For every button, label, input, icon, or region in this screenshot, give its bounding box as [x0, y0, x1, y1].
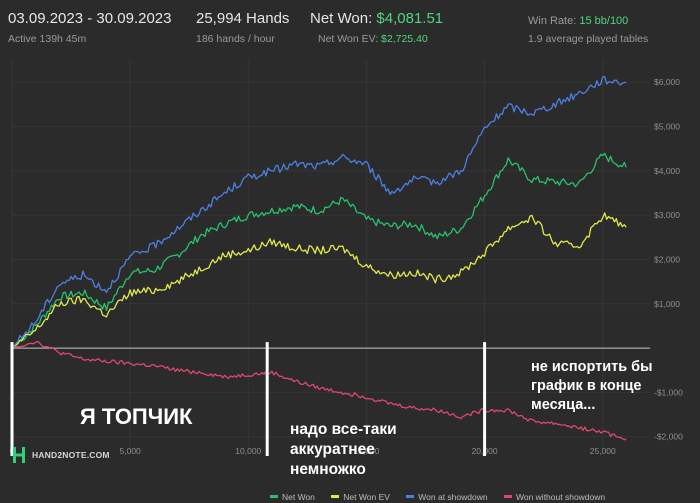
- date-range: 03.09.2023 - 30.09.2023: [8, 10, 172, 27]
- y-tick-label: -$1,000: [654, 387, 683, 397]
- legend-swatch-won-without-showdown: [503, 495, 512, 499]
- x-tick-label: 10,000: [235, 446, 261, 456]
- h2n-logo-icon: [13, 447, 25, 463]
- net-won-ev-line: [11, 212, 627, 349]
- x-tick-label: 5,000: [120, 446, 142, 456]
- legend-net-won: Net Won: [282, 492, 315, 502]
- hands-per-hour: 186 hands / hour: [196, 33, 275, 45]
- y-tick-label: $6,000: [654, 77, 680, 87]
- logo-text: HAND2NOTE.COM: [32, 450, 110, 460]
- net-won: Net Won: $4,081.51: [310, 10, 443, 27]
- won-without-showdown-line: [11, 340, 627, 441]
- legend-won-without-showdown: Won without showdown: [515, 492, 606, 502]
- legend-swatch-won-at-showdown: [406, 495, 415, 499]
- net-won-ev: Net Won EV: $2,725.40: [318, 33, 428, 45]
- net-won-ev-label: Net Won EV:: [318, 33, 379, 45]
- win-rate-value: 15 bb/100: [579, 15, 629, 27]
- y-tick-label: $2,000: [654, 254, 680, 264]
- win-rate-label: Win Rate:: [528, 15, 577, 27]
- chart-legend: Net Won Net Won EV Won at showdown Won w…: [270, 492, 605, 502]
- net-won-ev-value: $2,725.40: [381, 33, 428, 45]
- y-tick-label: $4,000: [654, 166, 680, 176]
- average-tables: 1.9 average played tables: [528, 33, 649, 45]
- hand2note-logo: HAND2NOTE.COM: [12, 446, 110, 464]
- legend-won-at-showdown: Won at showdown: [418, 492, 488, 502]
- net-won-label: Net Won:: [310, 10, 373, 27]
- legend-swatch-net-won-ev: [331, 495, 340, 499]
- y-tick-label: $3,000: [654, 210, 680, 220]
- legend-net-won-ev: Net Won EV: [343, 492, 390, 502]
- active-time: Active 139h 45m: [8, 33, 87, 45]
- x-tick-label: 25,000: [590, 446, 616, 456]
- y-tick-label: $5,000: [654, 121, 680, 131]
- annotation-careful: надо все-таки аккуратнее немножко: [290, 421, 397, 478]
- y-tick-label: $1,000: [654, 299, 680, 309]
- x-tick-label: 15,000: [353, 446, 379, 456]
- stats-header: 03.09.2023 - 30.09.2023 Active 139h 45m …: [0, 0, 700, 52]
- annotation-topchik: Я ТОПЧИК: [80, 404, 193, 429]
- legend-swatch-net-won: [270, 495, 278, 499]
- y-tick-label: -$2,000: [654, 432, 683, 442]
- hands-count: 25,994 Hands: [196, 10, 290, 27]
- results-chart: 05,00010,00015,00020,00025,000-$2,000-$1…: [10, 60, 683, 456]
- win-rate: Win Rate: 15 bb/100: [528, 15, 628, 27]
- net-won-value: $4,081.51: [376, 10, 444, 27]
- won-at-showdown-line: [11, 76, 627, 349]
- annotation-dont-spoil: не испортить бы график в конце месяца...: [531, 359, 653, 413]
- net-won-line: [11, 152, 627, 349]
